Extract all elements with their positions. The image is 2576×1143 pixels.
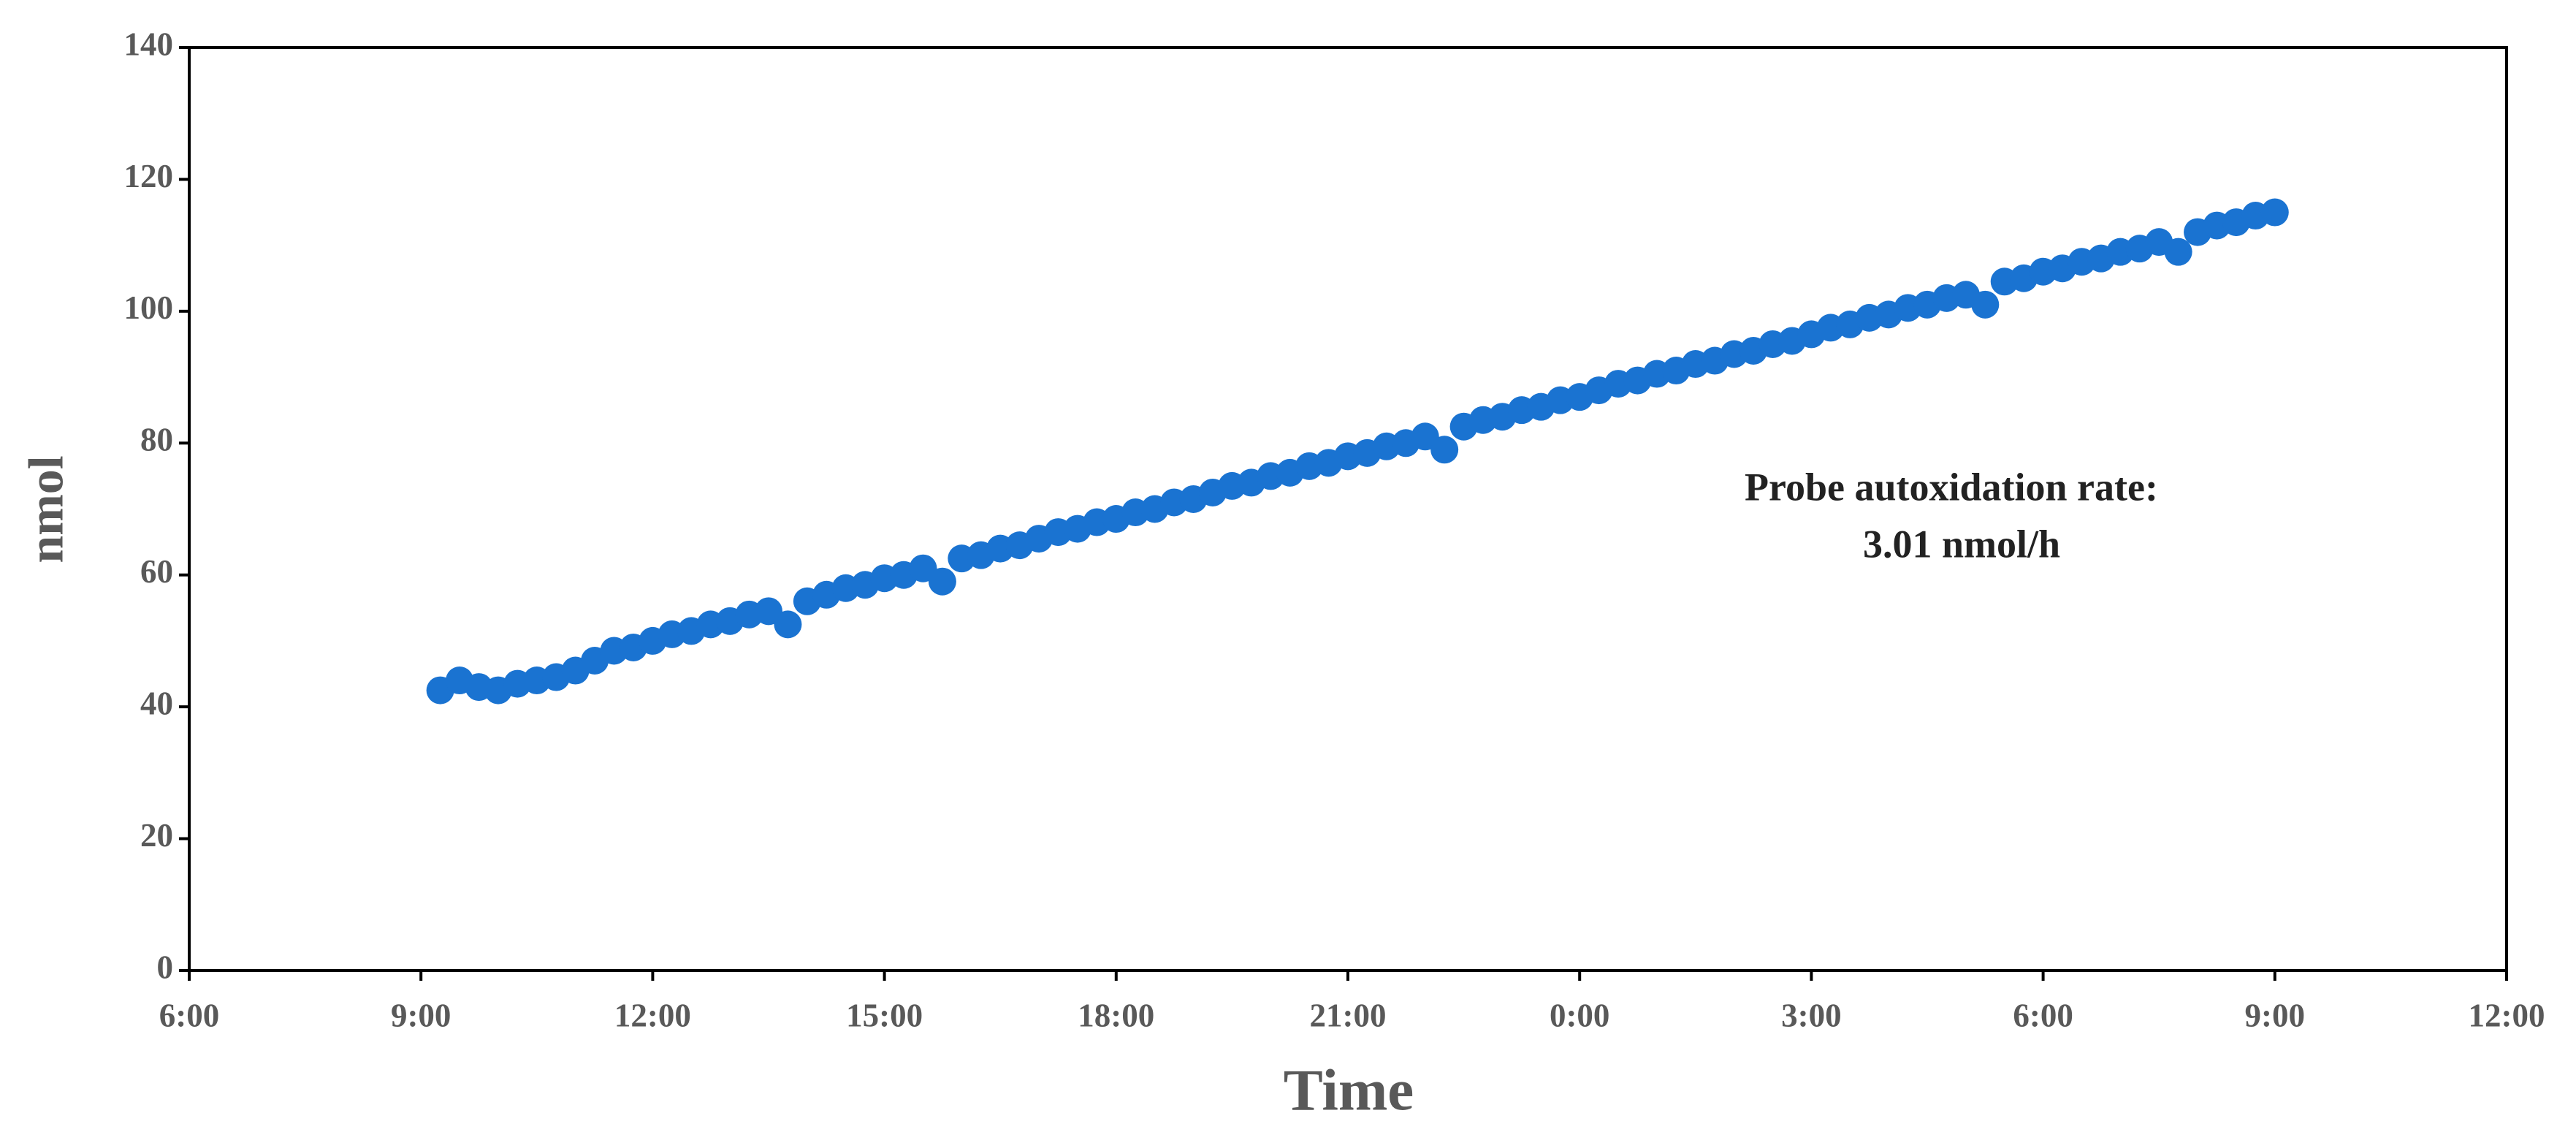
y-tick-label: 100	[124, 289, 174, 326]
y-tick-label: 40	[140, 685, 173, 721]
x-tick-label: 9:00	[2245, 997, 2306, 1033]
point	[928, 567, 956, 596]
annotation: 3.01 nmol/h	[1863, 522, 2060, 566]
point	[1971, 290, 2000, 319]
x-tick-label: 12:00	[614, 997, 691, 1033]
annotation: Probe autoxidation rate:	[1745, 465, 2158, 509]
x-tick-label: 18:00	[1078, 997, 1154, 1033]
x-tick-label: 12:00	[2469, 997, 2545, 1033]
x-tick-label: 21:00	[1310, 997, 1387, 1033]
y-axis-title: nmol	[18, 455, 74, 563]
y-tick-label: 60	[140, 553, 173, 590]
y-tick-label: 140	[124, 26, 174, 62]
plot-frame	[188, 46, 2508, 972]
point	[2164, 238, 2192, 266]
x-tick-label: 9:00	[391, 997, 451, 1033]
x-tick-label: 3:00	[1781, 997, 1842, 1033]
y-tick-label: 20	[140, 817, 173, 854]
x-tick-label: 6:00	[159, 997, 220, 1033]
x-tick-label: 6:00	[2013, 997, 2073, 1033]
point	[774, 610, 802, 639]
x-tick-label: 0:00	[1550, 997, 1610, 1033]
x-tick-label: 15:00	[846, 997, 923, 1033]
point	[1430, 436, 1459, 464]
y-tick-label: 120	[124, 158, 174, 194]
point	[2260, 198, 2289, 227]
y-tick-label: 80	[140, 422, 173, 458]
x-axis-title: Time	[1284, 1057, 1414, 1123]
y-tick-label: 0	[157, 949, 174, 985]
